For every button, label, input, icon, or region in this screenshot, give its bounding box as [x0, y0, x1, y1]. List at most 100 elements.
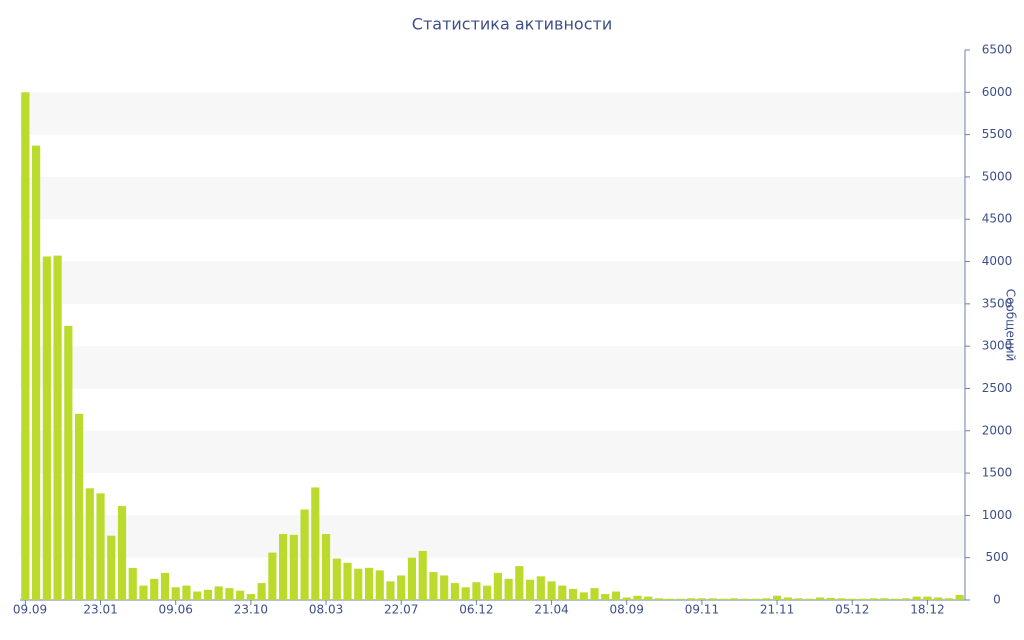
bar [343, 562, 352, 600]
x-tick-label: 18.12 [910, 603, 944, 617]
x-tick-label: 08.03 [309, 603, 343, 617]
bar [622, 597, 631, 600]
y-axis-label: Сообщений [1004, 289, 1018, 362]
bar [257, 583, 266, 600]
bar [740, 598, 749, 600]
bar [665, 598, 674, 600]
y-tick-label: 1000 [982, 508, 1013, 522]
bar [934, 597, 943, 600]
bar [644, 596, 653, 600]
bar [332, 558, 341, 600]
bar [246, 594, 255, 600]
bar [364, 567, 374, 600]
x-tick-label: 08.09 [610, 603, 644, 617]
bar [354, 568, 363, 600]
bar [869, 598, 878, 600]
bar [150, 578, 159, 600]
bar [268, 552, 277, 600]
bar [418, 550, 427, 600]
y-tick-label: 2500 [982, 381, 1013, 395]
y-tick-label: 1500 [982, 466, 1013, 480]
bar [397, 575, 406, 600]
bar [171, 587, 180, 600]
grid-band [20, 515, 965, 558]
bar [42, 256, 51, 600]
bar [891, 598, 900, 600]
bar [472, 582, 481, 600]
bar [300, 509, 309, 600]
bar [107, 535, 116, 600]
bar [64, 325, 73, 600]
y-tick-label: 2000 [982, 423, 1013, 437]
bar [321, 534, 331, 600]
bar [407, 557, 417, 600]
bar [203, 589, 213, 600]
bar [611, 591, 621, 600]
bar [225, 588, 234, 600]
bar [805, 598, 814, 600]
y-tick-label: 0 [993, 593, 1001, 607]
bar [558, 585, 567, 600]
bar [21, 92, 30, 601]
y-tick-label: 5500 [982, 127, 1013, 141]
y-tick-label: 4500 [982, 212, 1013, 226]
bar [762, 598, 771, 600]
x-tick-label: 21.04 [534, 603, 568, 617]
bar [536, 576, 545, 600]
bar [53, 255, 62, 600]
bar [440, 575, 449, 600]
bar [901, 598, 911, 600]
y-tick-label: 4000 [982, 254, 1013, 268]
y-tick-label: 3000 [982, 339, 1013, 353]
grid-band [20, 261, 965, 304]
bar [568, 589, 578, 600]
bar [515, 566, 524, 600]
bar [708, 598, 717, 600]
grid-band [20, 176, 965, 220]
bar [912, 596, 921, 600]
x-tick-label: 23.01 [83, 603, 117, 617]
bar [386, 581, 395, 600]
bar [289, 534, 298, 600]
bar [783, 597, 792, 600]
bar [483, 585, 492, 600]
y-tick-label: 5000 [982, 169, 1013, 183]
bar [772, 595, 782, 600]
bar [923, 596, 932, 600]
bar [193, 591, 202, 600]
grid-band [20, 430, 965, 474]
bar [85, 488, 94, 600]
bar [858, 598, 868, 600]
bar [504, 578, 513, 600]
bar [794, 598, 803, 600]
bar [526, 579, 535, 600]
bar [719, 598, 728, 600]
bar [96, 493, 105, 600]
bar [128, 567, 137, 600]
bar [547, 581, 556, 600]
bar [654, 598, 664, 600]
bar [697, 598, 706, 600]
bar [139, 585, 148, 600]
bar [815, 597, 825, 600]
bar [32, 145, 41, 600]
x-tick-label: 22.07 [384, 603, 418, 617]
x-tick-label: 21.11 [760, 603, 794, 617]
bar [687, 598, 696, 600]
y-tick-label: 6000 [982, 85, 1013, 99]
bar [160, 572, 170, 600]
bar [493, 572, 502, 600]
grid-band [20, 92, 965, 135]
bar [837, 598, 846, 600]
bar [880, 598, 889, 600]
bar [730, 598, 739, 600]
bar [633, 595, 642, 600]
x-tick-label: 23.10 [234, 603, 268, 617]
bar [429, 572, 438, 600]
bar [590, 588, 599, 600]
x-tick-label: 09.11 [685, 603, 719, 617]
bar [751, 598, 760, 600]
bar [375, 570, 384, 600]
bar [579, 592, 588, 600]
